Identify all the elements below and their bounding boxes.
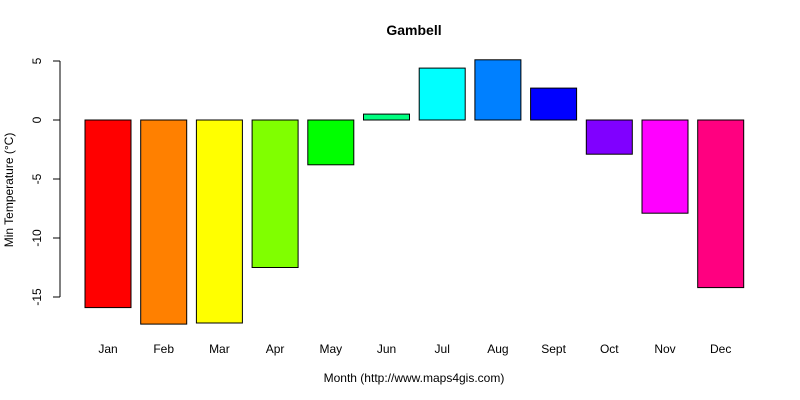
y-tick-label: -10: [30, 229, 44, 247]
y-axis-label: Min Temperature (°C): [2, 133, 16, 248]
bar-nov: [641, 119, 689, 214]
x-tick-label: May: [319, 342, 342, 356]
y-tick-label: -15: [30, 288, 44, 306]
bar-mar: [195, 119, 243, 324]
x-tick-label: Apr: [266, 342, 285, 356]
bars-group: [84, 59, 745, 325]
bar-jan: [84, 119, 132, 309]
bar-aug: [474, 59, 522, 121]
bar-may: [307, 119, 355, 166]
x-tick-label: Mar: [209, 342, 230, 356]
x-tick-label: Jan: [98, 342, 117, 356]
bar-oct: [585, 119, 633, 155]
bar-feb: [140, 119, 188, 325]
y-tick-label: 5: [30, 57, 44, 64]
x-axis-label: Month (http://www.maps4gis.com): [324, 371, 505, 385]
x-tick-label: Dec: [710, 342, 731, 356]
x-tick-label: Feb: [153, 342, 174, 356]
x-tick-label: Jul: [435, 342, 450, 356]
y-tick-label: 0: [30, 116, 44, 123]
y-tick-label: -5: [30, 173, 44, 184]
bar-jul: [418, 67, 466, 121]
x-tick-label: Aug: [487, 342, 508, 356]
x-tick-label: Jun: [377, 342, 396, 356]
bar-sept: [530, 87, 578, 121]
x-tick-label: Nov: [654, 342, 675, 356]
x-tick-label: Oct: [600, 342, 619, 356]
bar-jun: [363, 113, 410, 121]
chart-title: Gambell: [386, 22, 441, 38]
bar-apr: [251, 119, 299, 268]
bar-dec: [697, 119, 745, 289]
x-tick-label: Sept: [541, 342, 566, 356]
y-ticks: 5 0 -5 -10 -15: [30, 57, 60, 306]
x-tick-labels: Jan Feb Mar Apr May Jun Jul Aug Sept Oct Nov Dec: [98, 342, 731, 356]
